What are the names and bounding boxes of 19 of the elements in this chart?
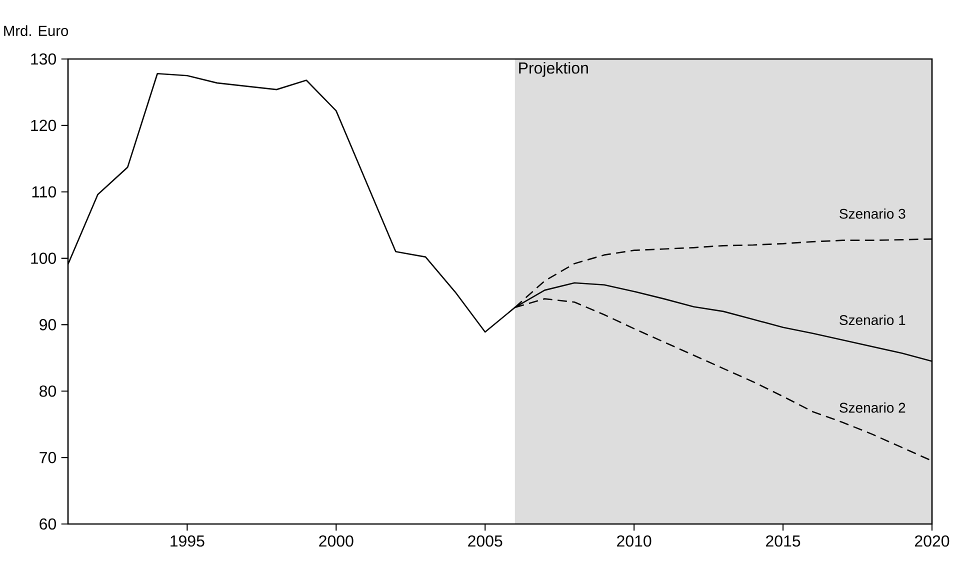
x-tick-label: 1995	[170, 535, 204, 547]
x-tick-label: 2015	[766, 535, 800, 547]
y-tick-label: 110	[32, 186, 56, 198]
y-tick-label: 60	[40, 518, 56, 530]
band-label: Projektion	[519, 62, 588, 77]
y-tick-label: 130	[31, 53, 56, 65]
x-tick-label: 2010	[617, 535, 652, 547]
series-label: Szenario 1	[840, 314, 906, 326]
x-tick-label: 2005	[468, 535, 502, 547]
y-tick-label: 100	[31, 252, 56, 264]
y-tick-label: 90	[40, 319, 56, 330]
y-axis-title: Mrd. Euro	[4, 25, 68, 36]
series-label: Szenario 3	[840, 208, 906, 219]
y-tick-label: 120	[31, 120, 56, 132]
y-tick-label: 80	[40, 385, 56, 397]
series-label: Szenario 2	[840, 402, 906, 413]
y-tick-label: 70	[40, 452, 56, 464]
x-tick-label: 2000	[319, 535, 354, 547]
x-tick-label: 2020	[914, 535, 950, 547]
